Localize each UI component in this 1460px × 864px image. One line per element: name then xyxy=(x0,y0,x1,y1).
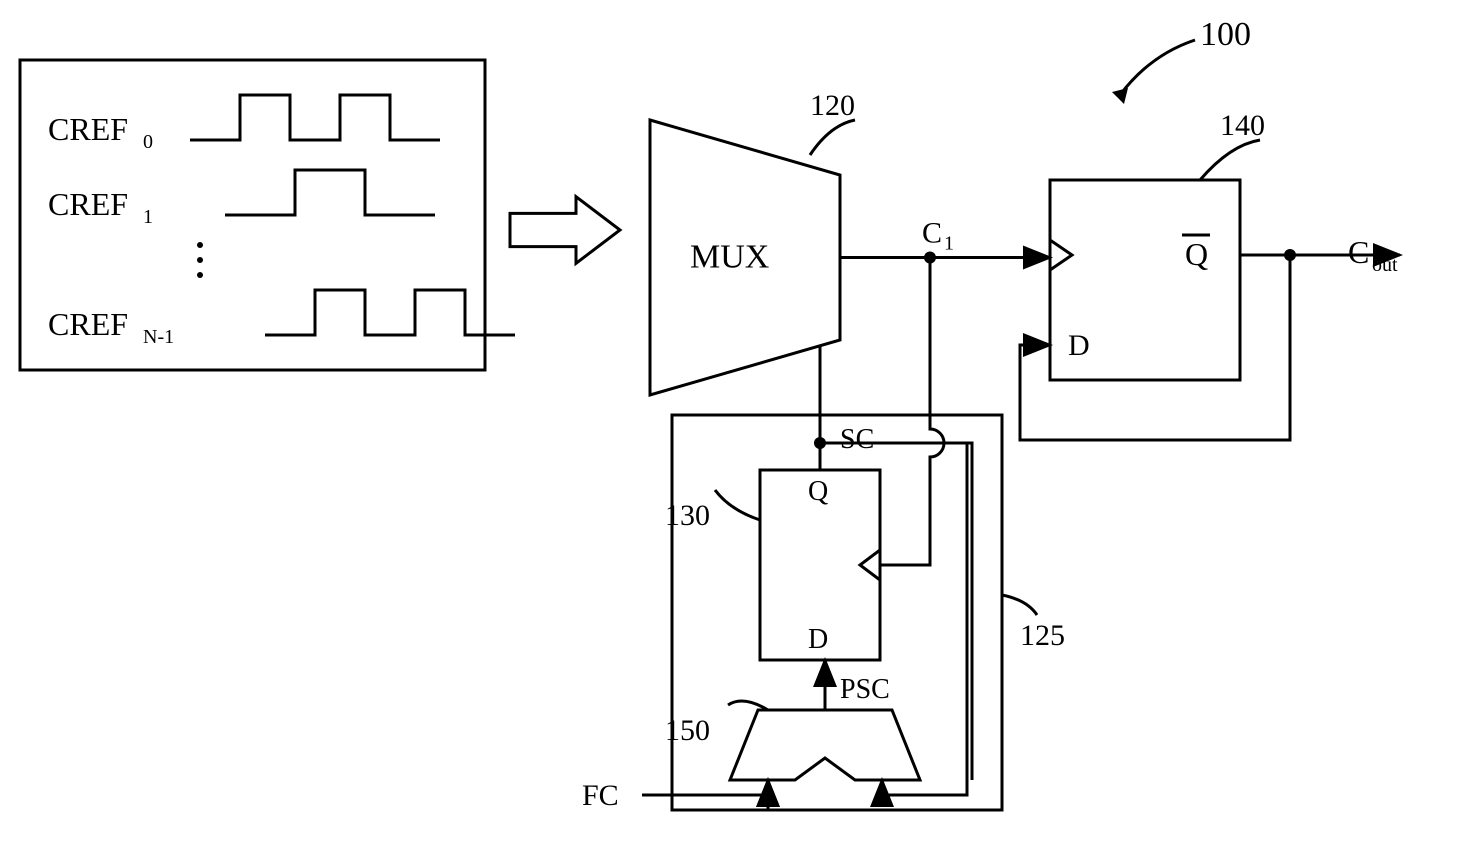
svg-text:Q: Q xyxy=(1185,236,1208,272)
svg-text:125: 125 xyxy=(1020,619,1065,652)
svg-text:150: 150 xyxy=(665,714,710,747)
signal-label: CREF N-1 xyxy=(48,306,174,348)
circuit-diagram: CREF0CREF1CREFN-1MUX120QD140C1Cout125QD1… xyxy=(0,0,1460,864)
svg-text:N-1: N-1 xyxy=(143,326,174,348)
svg-text:CREF: CREF xyxy=(48,306,128,342)
svg-text:CREF: CREF xyxy=(48,111,128,147)
svg-text:PSC: PSC xyxy=(840,674,890,705)
svg-text:D: D xyxy=(808,624,828,655)
waveform xyxy=(225,170,435,215)
svg-text:FC: FC xyxy=(582,779,619,812)
svg-text:Q: Q xyxy=(808,476,828,507)
svg-text:out: out xyxy=(1372,254,1398,276)
svg-text:1: 1 xyxy=(143,206,153,228)
svg-text:CREF: CREF xyxy=(48,186,128,222)
svg-text:0: 0 xyxy=(143,131,153,153)
svg-text:D: D xyxy=(1068,329,1090,362)
svg-text:100: 100 xyxy=(1200,16,1251,53)
svg-text:1: 1 xyxy=(944,233,954,255)
svg-text:140: 140 xyxy=(1220,109,1265,142)
signal-label: CREF 0 xyxy=(48,111,153,153)
svg-text:C: C xyxy=(922,217,942,250)
flow-arrow xyxy=(510,197,620,264)
waveform xyxy=(265,290,515,335)
svg-text:130: 130 xyxy=(665,499,710,532)
svg-text:MUX: MUX xyxy=(690,239,769,276)
signal-label: CREF 1 xyxy=(48,186,153,228)
block-125 xyxy=(672,415,1002,810)
svg-text:C: C xyxy=(1348,234,1369,270)
waveform xyxy=(190,95,440,140)
svg-text:SC: SC xyxy=(840,424,874,455)
adder-150 xyxy=(730,710,920,780)
svg-text:120: 120 xyxy=(810,89,855,122)
